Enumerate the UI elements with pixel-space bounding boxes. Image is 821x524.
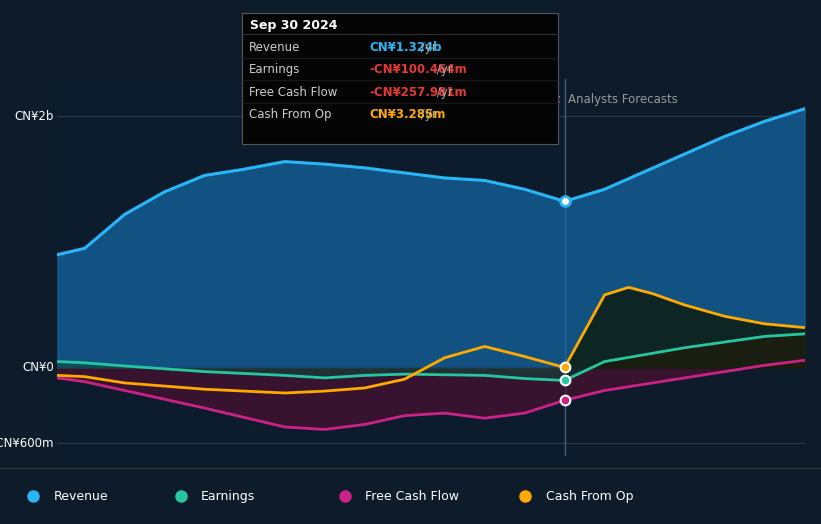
Text: /yr: /yr xyxy=(417,40,438,53)
Text: Revenue: Revenue xyxy=(249,40,300,53)
Text: -CN¥257.981m: -CN¥257.981m xyxy=(369,86,467,99)
Text: Free Cash Flow: Free Cash Flow xyxy=(249,86,337,99)
Text: Analysts Forecasts: Analysts Forecasts xyxy=(568,93,678,106)
Text: /yr: /yr xyxy=(417,108,438,122)
Text: Earnings: Earnings xyxy=(201,490,255,503)
Text: CN¥2b: CN¥2b xyxy=(14,110,53,123)
Text: 2024: 2024 xyxy=(429,478,461,492)
Text: CN¥0: CN¥0 xyxy=(22,362,53,374)
Text: CN¥3.285m: CN¥3.285m xyxy=(369,108,446,122)
Text: -CN¥600m: -CN¥600m xyxy=(0,437,53,450)
Text: Earnings: Earnings xyxy=(249,63,300,76)
Text: Sep 30 2024: Sep 30 2024 xyxy=(250,19,338,32)
Text: Revenue: Revenue xyxy=(53,490,108,503)
Text: -CN¥100.464m: -CN¥100.464m xyxy=(369,63,467,76)
Text: Cash From Op: Cash From Op xyxy=(546,490,634,503)
Text: 2023: 2023 xyxy=(268,478,300,492)
Text: /yr: /yr xyxy=(433,63,453,76)
Text: CN¥1.324b: CN¥1.324b xyxy=(369,40,442,53)
Text: 2025: 2025 xyxy=(589,478,621,492)
Text: Past: Past xyxy=(532,93,561,106)
Text: Free Cash Flow: Free Cash Flow xyxy=(365,490,459,503)
Text: /yr: /yr xyxy=(433,86,453,99)
Bar xyxy=(565,79,805,456)
Bar xyxy=(57,79,565,456)
Text: Cash From Op: Cash From Op xyxy=(249,108,331,122)
Text: 2022: 2022 xyxy=(109,478,140,492)
